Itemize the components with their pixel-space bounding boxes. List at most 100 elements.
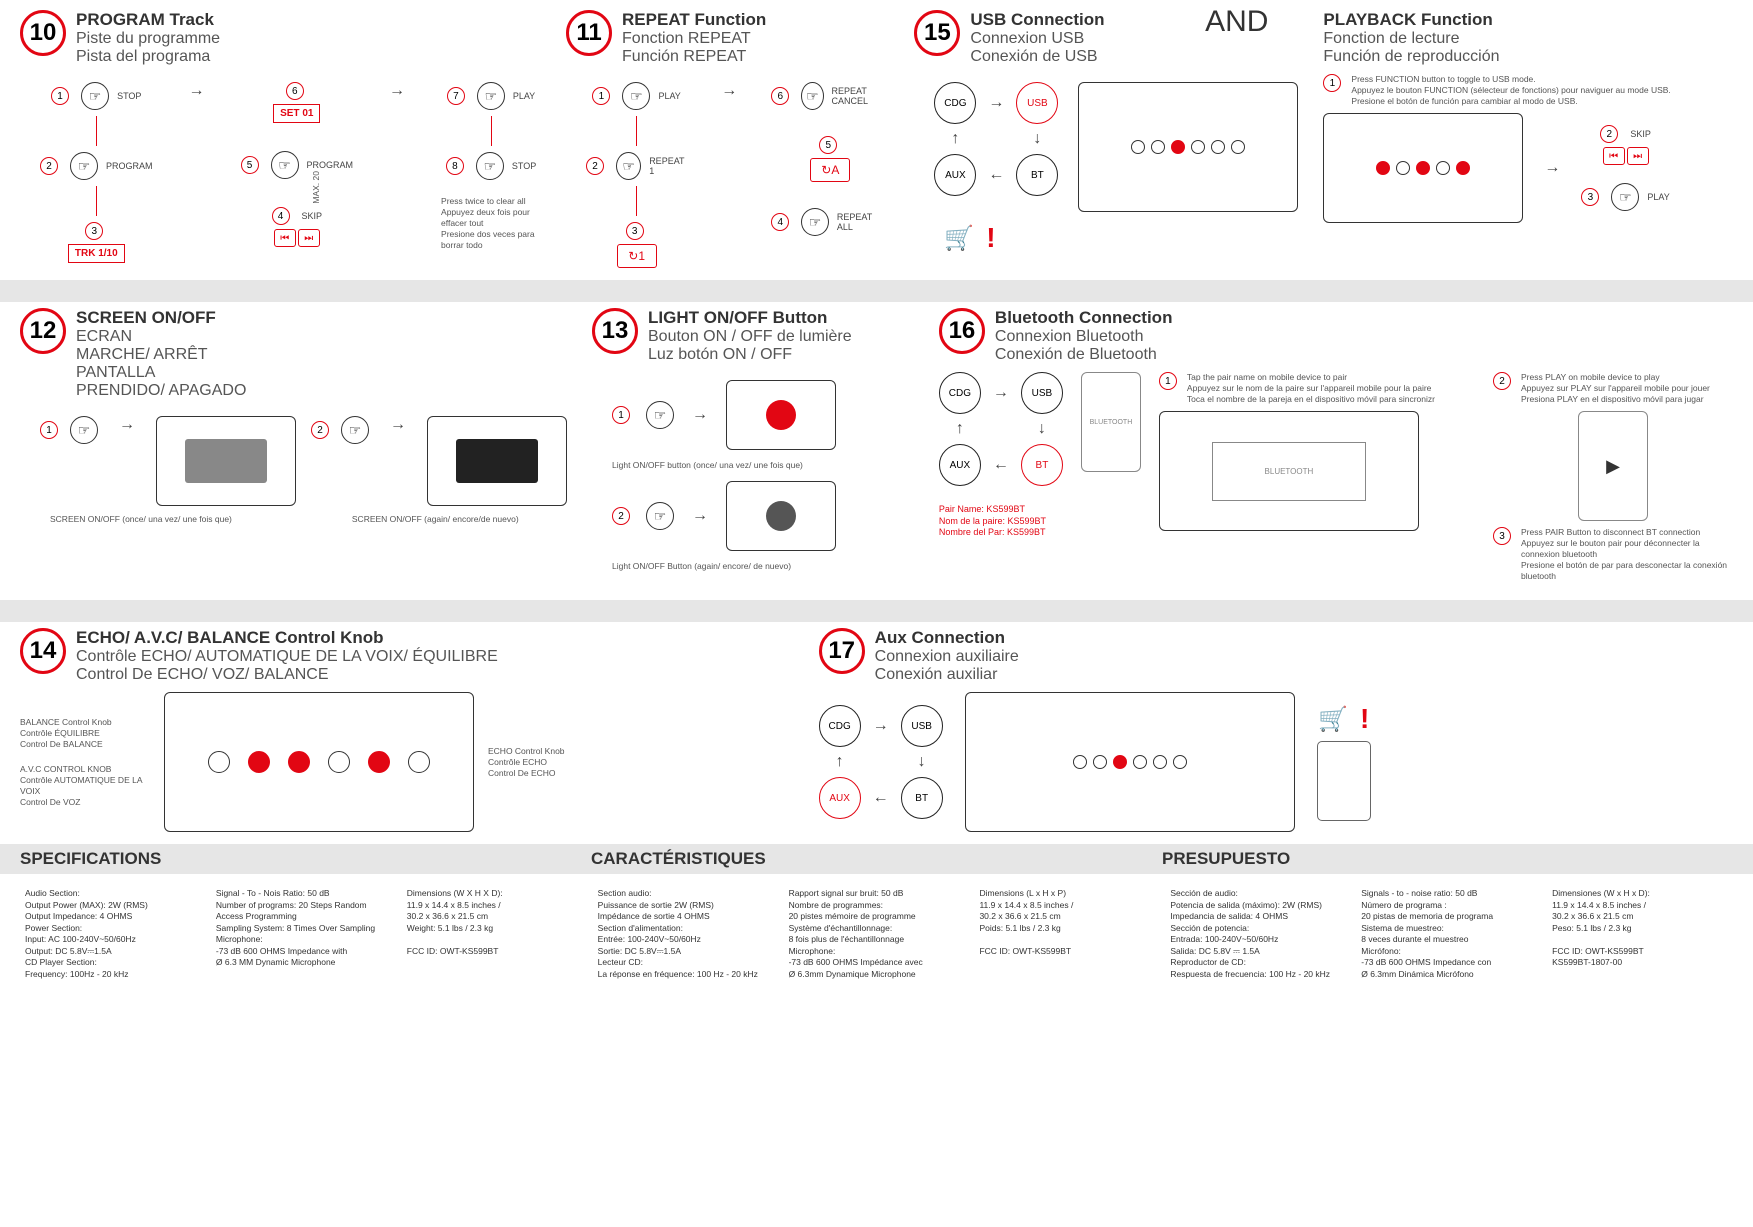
section-12: 12 SCREEN ON/OFF ECRAN MARCHE/ ARRÊT PAN… <box>20 308 567 588</box>
spec-fr-c2: Rapport signal sur bruit: 50 dB Nombre d… <box>789 888 965 980</box>
step-3: 3 <box>626 222 644 240</box>
bt-n2-en: Press PLAY on mobile device to play <box>1521 372 1710 383</box>
arrow-right-icon: → <box>988 94 1004 112</box>
section-number: 11 <box>566 10 612 56</box>
step-5: 5 <box>819 136 837 154</box>
mode-cdg: CDG <box>934 82 976 124</box>
section-sub-es: Conexión auxiliar <box>875 666 1019 684</box>
hand-icon: ☞ <box>341 416 369 444</box>
screen-caption-1: SCREEN ON/OFF (once/ una vez/ une fois q… <box>50 514 232 525</box>
arrow-down-icon: ↓ <box>901 753 943 771</box>
bt-n3-en: Press PAIR Button to disconnect BT conne… <box>1521 527 1733 538</box>
phone-play-diagram: ▶ <box>1578 411 1648 521</box>
section-title: LIGHT ON/OFF Button <box>648 308 852 328</box>
spec-es-c3: Dimensiones (W x H x D): 11.9 x 14.4 x 8… <box>1552 888 1728 980</box>
bt-n1-es: Toca el nombre de la pareja en el dispos… <box>1187 394 1435 405</box>
repeat-col-a: 1☞PLAY 2☞REPEAT 1 3 ↻1 <box>586 82 687 268</box>
section-sub-fr: Connexion USB <box>970 30 1104 48</box>
section-number: 15 <box>914 10 960 56</box>
step-2: 2 <box>586 157 604 175</box>
section-number: 17 <box>819 628 865 674</box>
set01-box: SET 01 <box>273 104 320 123</box>
step-4: 4 <box>272 207 290 225</box>
mode-cdg: CDG <box>819 705 861 747</box>
screen-caption-2: SCREEN ON/OFF (again/ encore/de nuevo) <box>352 514 519 525</box>
specs-hd-fr: CARACTÉRISTIQUES <box>591 849 1162 869</box>
label-repeatcancel: REPEAT CANCEL <box>832 86 890 106</box>
skip-prev-icon: ⏮ <box>1603 147 1625 165</box>
screen-on-diagram <box>156 416 296 506</box>
spec-en-c2: Signal - To - Nois Ratio: 50 dB Number o… <box>216 888 392 980</box>
section-sub-fr: Fonction de lecture <box>1323 30 1499 48</box>
clear-fr: Appuyez deux fois pour effacer tout <box>441 207 541 229</box>
step-3: 3 <box>1493 527 1511 545</box>
prog-col-a: 1☞STOP 2☞PROGRAM 3 TRK 1/10 <box>40 82 153 263</box>
usb-device-diagram <box>1078 82 1298 212</box>
row-2: 12 SCREEN ON/OFF ECRAN MARCHE/ ARRÊT PAN… <box>20 308 1733 588</box>
manual-page: 10 PROGRAM Track Piste du programme Pist… <box>0 0 1753 998</box>
avc-es: Control De VOZ <box>20 797 150 808</box>
loop1-icon: ↻1 <box>617 244 657 268</box>
bt-n3-fr: Appuyez sur le bouton pair pour déconnec… <box>1521 538 1733 560</box>
step-2: 2 <box>1600 125 1618 143</box>
loopA-label: A <box>831 163 839 177</box>
label-play: PLAY <box>1647 192 1669 202</box>
divider <box>0 600 1753 622</box>
loopA-icon: ↻A <box>810 158 850 182</box>
step-2: 2 <box>311 421 329 439</box>
hand-icon: ☞ <box>616 152 641 180</box>
prog-col-c: 7☞PLAY 8☞STOP Press twice to clear all A… <box>441 82 541 251</box>
section-sub-4: PRENDIDO/ APAGADO <box>76 382 246 400</box>
step-3: 3 <box>1581 188 1599 206</box>
mode-aux: AUX <box>819 777 861 819</box>
max20-label: MAX. 20 <box>311 171 322 204</box>
section-sub-es: Conexión de USB <box>970 48 1104 66</box>
arrow-right-icon: → <box>1544 159 1560 177</box>
pb-device-diagram <box>1323 113 1523 223</box>
skip-next-icon: ⏭ <box>1627 147 1649 165</box>
section-10: 10 PROGRAM Track Piste du programme Pist… <box>20 10 541 268</box>
section-number: 16 <box>939 308 985 354</box>
bal-en: BALANCE Control Knob <box>20 717 150 728</box>
specs-hd-en: SPECIFICATIONS <box>20 849 591 869</box>
arrow-right-icon: → <box>873 717 889 735</box>
mode-bt: BT <box>1016 154 1058 196</box>
step-5: 5 <box>241 156 259 174</box>
arrow-left-icon: ← <box>988 166 1004 184</box>
label-play: PLAY <box>658 91 680 101</box>
label-stop: STOP <box>117 91 141 101</box>
arrow-up-icon: ↑ <box>939 420 981 438</box>
hand-icon: ☞ <box>70 152 98 180</box>
pb-note-1: 1 Press FUNCTION button to toggle to USB… <box>1323 74 1733 107</box>
label-program: PROGRAM <box>307 160 354 170</box>
hand-icon: ☞ <box>801 82 823 110</box>
trk-box: TRK 1/10 <box>68 244 125 263</box>
spec-es-c2: Signals - to - noise ratio: 50 dB Número… <box>1361 888 1537 980</box>
pair-name-block: Pair Name: KS599BT Nom de la paire: KS59… <box>939 504 1063 539</box>
label-program: PROGRAM <box>106 161 153 171</box>
section-title: Bluetooth Connection <box>995 308 1173 328</box>
echo-en: ECHO Control Knob <box>488 746 608 757</box>
row-1: 10 PROGRAM Track Piste du programme Pist… <box>20 10 1733 268</box>
section-sub-es: Función de reproducción <box>1323 48 1499 66</box>
section-11: 11 REPEAT Function Fonction REPEAT Funci… <box>566 10 889 268</box>
arrow-right-icon: → <box>721 82 737 100</box>
bt-n1-en: Tap the pair name on mobile device to pa… <box>1187 372 1435 383</box>
section-title: USB Connection <box>970 10 1104 30</box>
step-3: 3 <box>85 222 103 240</box>
bal-fr: Contrôle ÉQUILIBRE <box>20 728 150 739</box>
clear-note: Press twice to clear all Appuyez deux fo… <box>441 196 541 251</box>
echo-es: Control De ECHO <box>488 768 608 779</box>
light-off-diagram <box>726 481 836 551</box>
echo-fr: Contrôle ECHO <box>488 757 608 768</box>
hand-icon: ☞ <box>1611 183 1639 211</box>
hand-icon: ☞ <box>646 401 674 429</box>
repeat-col-b: 6☞REPEAT CANCEL 5 ↻A 4☞REPEAT ALL <box>771 82 889 236</box>
section-sub-fr: Connexion Bluetooth <box>995 328 1173 346</box>
cart-icon: 🛒 <box>1318 705 1348 734</box>
section-sub-fr: Bouton ON / OFF de lumière <box>648 328 852 346</box>
aux-mode-grid: CDG → USB ↑↓ AUX ← BT <box>819 705 943 819</box>
section-sub-3: PANTALLA <box>76 364 246 382</box>
arrow-right-icon: → <box>390 416 406 434</box>
skip-prev-icon: ⏮ <box>274 229 296 247</box>
